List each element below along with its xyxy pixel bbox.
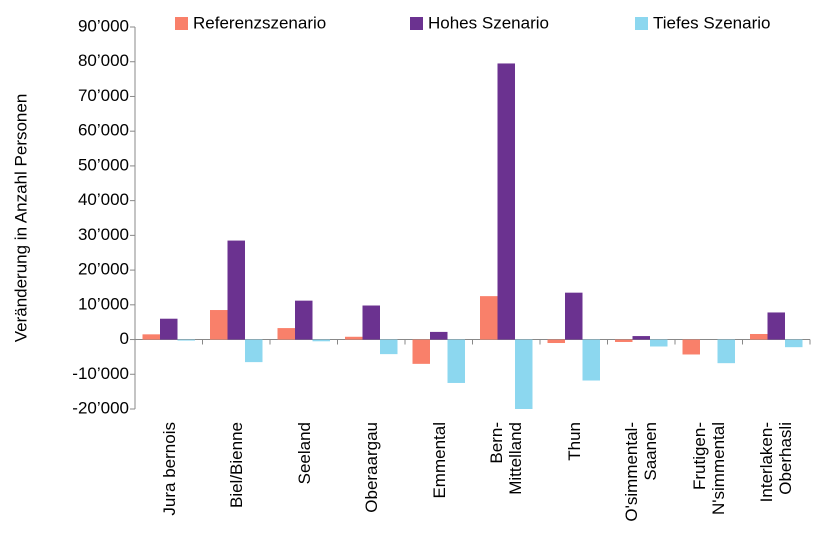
- bar: [142, 334, 160, 340]
- bar: [650, 339, 668, 347]
- legend-swatch: [635, 17, 648, 30]
- y-axis-label: Veränderung in Anzahl Personen: [11, 94, 30, 343]
- y-tick-label: 20’000: [78, 260, 129, 279]
- bar: [312, 339, 330, 342]
- y-tick-label: 50’000: [78, 155, 129, 174]
- y-tick-label: -20’000: [72, 398, 129, 417]
- bar: [177, 339, 195, 341]
- y-tick-label: 10’000: [78, 294, 129, 313]
- x-tick-label: Thun: [564, 422, 584, 461]
- y-tick-label: 0: [120, 329, 129, 348]
- x-tick-label: Biel/Bienne: [226, 422, 246, 509]
- bar: [717, 339, 735, 364]
- bar: [227, 240, 245, 340]
- bar: [210, 310, 228, 340]
- x-tick-label: Seeland: [294, 422, 314, 485]
- bar: [295, 300, 313, 340]
- x-tick-label: Emmental: [429, 422, 449, 499]
- y-tick-label: 60’000: [78, 121, 129, 140]
- bar: [767, 312, 785, 340]
- y-tick-label: -10’000: [72, 364, 129, 383]
- legend-label: Tiefes Szenario: [653, 13, 770, 32]
- bar: [547, 339, 565, 344]
- x-tick-label: O'simmental- Saanen: [622, 422, 661, 522]
- x-tick-label: Bern- Mittelland: [487, 422, 526, 495]
- legend-label: Referenzszenario: [193, 13, 326, 32]
- y-tick-label: 80’000: [78, 51, 129, 70]
- bar: [362, 305, 380, 340]
- bar: [497, 63, 515, 340]
- y-tick-label: 30’000: [78, 225, 129, 244]
- bar: [615, 339, 633, 342]
- legend-swatch: [410, 17, 423, 30]
- bar: [277, 328, 295, 340]
- y-tick-label: 40’000: [78, 190, 129, 209]
- legend-label: Hohes Szenario: [428, 13, 549, 32]
- bar: [160, 318, 178, 340]
- bar: [515, 339, 533, 409]
- x-tick-label: Interlaken- Oberhasli: [757, 422, 796, 503]
- y-tick-label: 90’000: [78, 16, 129, 35]
- x-tick-label: Jura bernois: [159, 422, 179, 516]
- bar: [447, 339, 465, 383]
- bar: [430, 331, 448, 340]
- bar: [380, 339, 398, 355]
- bar: [565, 292, 583, 340]
- x-tick-label: Frutigen- N'simmental: [689, 422, 728, 515]
- bar: [785, 339, 803, 348]
- bar: [632, 336, 650, 340]
- bar: [412, 339, 430, 364]
- bar: [345, 336, 363, 340]
- x-tick-label: Oberaargau: [361, 422, 381, 513]
- legend-swatch: [175, 17, 188, 30]
- bar: [480, 296, 498, 340]
- bar: [582, 339, 600, 381]
- bar: [682, 339, 700, 355]
- y-tick-label: 70’000: [78, 86, 129, 105]
- bar: [245, 339, 263, 363]
- bar: [750, 333, 768, 340]
